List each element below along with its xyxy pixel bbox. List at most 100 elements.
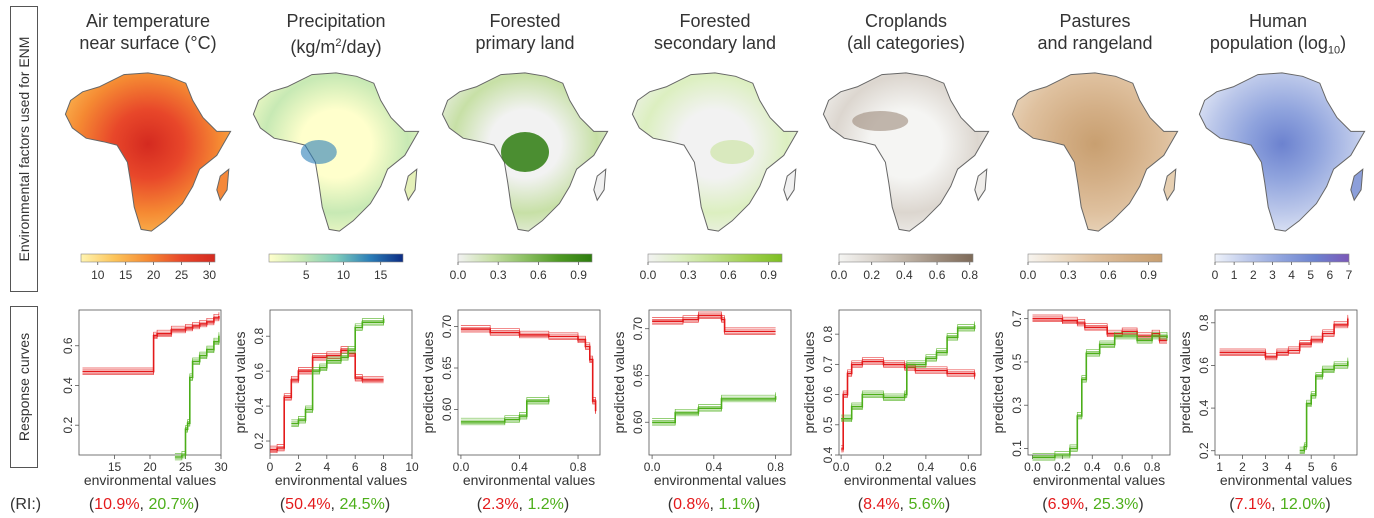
ri-label: (RI:) xyxy=(10,496,42,513)
colorbar-tick-label: 5 xyxy=(303,268,310,282)
cropland-patch xyxy=(852,111,909,132)
x-tick-label: 0.6 xyxy=(1114,460,1131,474)
y-tick-label: 0.2 xyxy=(252,432,266,449)
x-tick-label: 0.0 xyxy=(1024,460,1041,474)
y-tick-label: 0.6 xyxy=(821,386,835,403)
red-response-curve xyxy=(82,318,220,375)
y-tick-label: 0.4 xyxy=(821,446,835,463)
y-tick-label: 0.5 xyxy=(821,416,835,433)
x-tick-label: 0.4 xyxy=(1084,460,1101,474)
y-axis-label: predicted values xyxy=(801,332,817,434)
ri-red-value: 2.3% xyxy=(482,496,519,513)
colorbar-tick-label: 0.6 xyxy=(1100,268,1117,282)
ri-values: (8.4%, 5.6%) xyxy=(857,496,951,513)
panel-title-line2: primary land xyxy=(475,33,575,53)
red-response-curve xyxy=(460,331,596,414)
green-response-curve xyxy=(1299,364,1349,454)
x-tick-label: 2 xyxy=(1239,460,1246,474)
y-tick-label: 0.7 xyxy=(1010,310,1024,327)
colorbar-tick-label: 0 xyxy=(1212,268,1219,282)
panel-title-line1: Precipitation xyxy=(286,11,386,31)
colorbar-tick-label: 0.0 xyxy=(1020,268,1037,282)
x-tick-label: 1 xyxy=(1216,460,1223,474)
colorbar-tick-label: 20 xyxy=(147,268,161,282)
plot-frame xyxy=(1027,309,1171,456)
red-response-curve xyxy=(652,318,776,335)
colorbar-tick-label: 0.6 xyxy=(530,268,547,282)
colorbar-tick-label: 15 xyxy=(374,268,388,282)
ri-red-value: 10.9% xyxy=(94,496,140,513)
panel-title: Croplands (all categories) xyxy=(811,10,1001,54)
x-tick-label: 6 xyxy=(1331,460,1338,474)
colorbar xyxy=(838,253,974,263)
y-tick-label: 0.65 xyxy=(440,356,454,380)
y-axis-label: predicted values xyxy=(420,332,436,434)
x-tick-label: 4 xyxy=(323,460,330,474)
madagascar-map xyxy=(783,168,797,202)
panel-title-line2: near surface (°C) xyxy=(79,33,217,53)
y-axis-label: predicted values xyxy=(1177,332,1193,434)
y-tick-label: 0.4 xyxy=(61,377,75,394)
ri-red-value: 8.4% xyxy=(863,496,900,513)
y-tick-label: 0.60 xyxy=(631,410,645,434)
precipitation-patch xyxy=(300,140,337,164)
colorbar-tick-label: 6 xyxy=(1327,268,1334,282)
green-response-curve xyxy=(1032,338,1168,461)
colorbar-tick-label: 4 xyxy=(1288,268,1295,282)
y-tick-label: 0.8 xyxy=(1197,314,1211,331)
ri-values: (6.9%, 25.3%) xyxy=(1042,496,1144,513)
colorbar-tick-label: 0.0 xyxy=(831,268,848,282)
x-tick-label: 30 xyxy=(214,460,228,474)
x-tick-label: 6 xyxy=(352,460,359,474)
red-response-curve xyxy=(652,311,776,329)
africa-map xyxy=(1198,72,1366,232)
ri-green-value: 1.1% xyxy=(718,496,755,513)
colorbar-tick-label: 0.0 xyxy=(640,268,657,282)
colorbar-tick-label: 0.4 xyxy=(896,268,913,282)
x-tick-label: 0.2 xyxy=(875,460,892,474)
y-tick-label: 0.7 xyxy=(821,356,835,373)
x-tick-label: 0.8 xyxy=(1144,460,1161,474)
x-tick-label: 20 xyxy=(143,460,157,474)
colorbar-tick-label: 1 xyxy=(1231,268,1238,282)
madagascar-map xyxy=(1163,168,1177,202)
x-axis-label: environmental values xyxy=(84,472,216,488)
madagascar-map xyxy=(404,168,418,202)
plot-frame xyxy=(78,309,222,456)
y-tick-label: 0.8 xyxy=(252,328,266,345)
red-response-curve xyxy=(82,317,220,374)
forest-cover-patch xyxy=(710,140,755,164)
colorbar-tick-label: 0.2 xyxy=(863,268,880,282)
red-response-curve xyxy=(1219,321,1349,361)
x-tick-label: 0.4 xyxy=(511,460,528,474)
x-axis-label: environmental values xyxy=(463,472,595,488)
ri-red-value: 0.8% xyxy=(673,496,710,513)
ri-red-value: 6.9% xyxy=(1047,496,1085,513)
panel-title: Pastures and rangeland xyxy=(1000,10,1190,54)
colorbar xyxy=(457,253,593,263)
y-tick-label: 0.1 xyxy=(1010,440,1024,457)
x-tick-label: 2 xyxy=(295,460,302,474)
panel-title-line2: and rangeland xyxy=(1037,33,1153,53)
ri-green-value: 1.2% xyxy=(527,496,564,513)
colorbar-tick-label: 0.3 xyxy=(490,268,507,282)
panel-title-line1: Human xyxy=(1248,11,1308,31)
colorbar-tick-label: 10 xyxy=(91,268,105,282)
colorbar-tick-label: 0.9 xyxy=(570,268,587,282)
ri-values: (50.4%, 24.5%) xyxy=(279,496,391,513)
x-axis-label: environmental values xyxy=(844,472,976,488)
x-tick-label: 0.2 xyxy=(1054,460,1071,474)
colorbar xyxy=(647,253,783,263)
panel-title: Forested primary land xyxy=(430,10,620,54)
x-axis-label: environmental values xyxy=(1220,472,1352,488)
red-response-curve xyxy=(1032,314,1167,338)
africa-map xyxy=(822,72,990,232)
forest-cover-patch xyxy=(501,132,549,172)
y-tick-label: 0.8 xyxy=(821,326,835,343)
colorbar-tick-label: 0.6 xyxy=(929,268,946,282)
panel-title-line2: secondary land xyxy=(653,33,777,53)
green-response-curve xyxy=(841,328,975,423)
x-tick-label: 3 xyxy=(1262,460,1269,474)
y-tick-label: 0.3 xyxy=(1010,397,1024,414)
x-tick-label: 0.8 xyxy=(767,460,784,474)
